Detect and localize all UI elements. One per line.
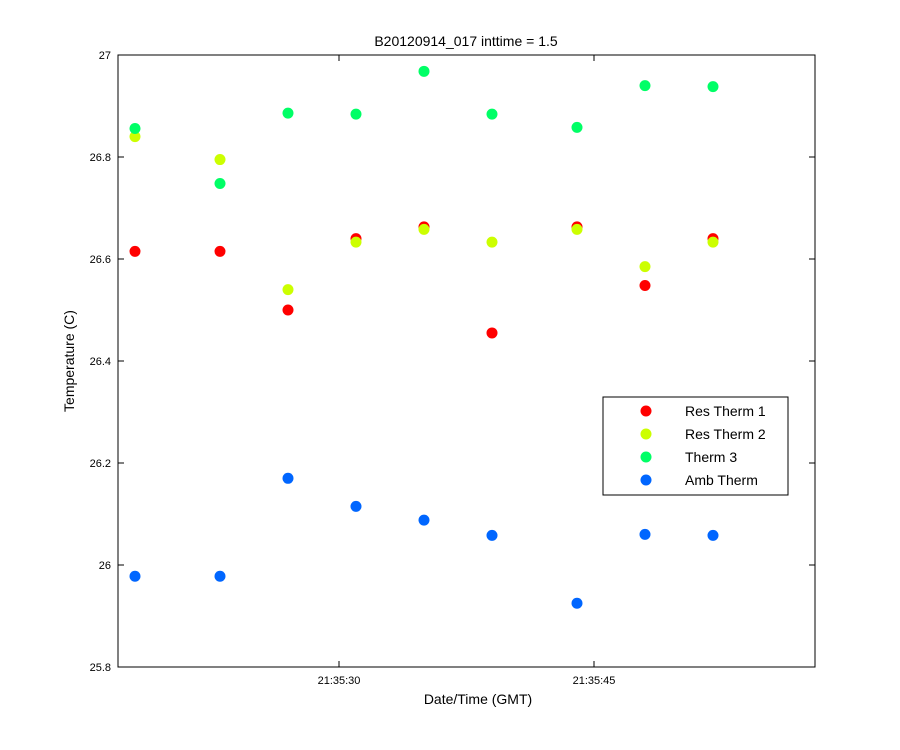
point-res-therm-1 xyxy=(129,245,141,257)
point-res-therm-1 xyxy=(639,280,651,292)
legend-marker-res-therm-2 xyxy=(640,428,652,440)
y-tick-label: 27 xyxy=(99,50,111,62)
point-res-therm-1 xyxy=(214,245,226,257)
point-amb-therm xyxy=(214,570,226,582)
point-res-therm-2 xyxy=(214,154,226,166)
point-therm-3 xyxy=(418,65,430,77)
point-res-therm-2 xyxy=(129,131,141,143)
point-amb-therm xyxy=(129,570,141,582)
point-res-therm-2 xyxy=(418,223,430,235)
point-res-therm-1 xyxy=(486,327,498,339)
data-points xyxy=(129,65,719,609)
legend-marker-therm-3 xyxy=(640,451,652,463)
point-amb-therm xyxy=(639,528,651,540)
y-tick-label: 26.8 xyxy=(90,152,111,164)
point-amb-therm xyxy=(418,514,430,526)
point-res-therm-1 xyxy=(282,304,294,316)
legend-box xyxy=(602,396,789,496)
y-axis-title: Temperature (C) xyxy=(61,310,77,412)
y-tick-label: 26 xyxy=(99,560,111,572)
point-res-therm-2 xyxy=(639,261,651,273)
point-res-therm-2 xyxy=(707,236,719,248)
legend: Res Therm 1 Res Therm 2 Therm 3 Amb Therm xyxy=(602,396,789,496)
point-res-therm-2 xyxy=(486,236,498,248)
point-therm-3 xyxy=(350,108,362,120)
x-tick-label: 21:35:30 xyxy=(318,675,361,687)
point-therm-3 xyxy=(282,107,294,119)
point-res-therm-2 xyxy=(571,223,583,235)
legend-label-res-therm-1: Res Therm 1 xyxy=(685,403,766,419)
point-therm-3 xyxy=(486,108,498,120)
point-therm-3 xyxy=(214,178,226,190)
y-tick-label: 26.2 xyxy=(90,458,111,470)
point-therm-3 xyxy=(639,80,651,92)
legend-label-therm-3: Therm 3 xyxy=(685,449,737,465)
y-tick-label: 26.4 xyxy=(90,356,111,368)
y-axis-ticks: 25.8 26 26.2 26.4 26.6 26.8 27 xyxy=(90,50,815,674)
point-res-therm-2 xyxy=(282,284,294,296)
legend-marker-amb-therm xyxy=(640,474,652,486)
y-tick-label: 25.8 xyxy=(90,662,111,674)
x-tick-label: 21:35:45 xyxy=(573,675,616,687)
point-amb-therm xyxy=(486,529,498,541)
point-amb-therm xyxy=(571,597,583,609)
y-tick-label: 26.6 xyxy=(90,254,111,266)
x-axis-title: Date/Time (GMT) xyxy=(424,691,532,707)
legend-label-res-therm-2: Res Therm 2 xyxy=(685,426,766,442)
point-res-therm-2 xyxy=(350,236,362,248)
legend-label-amb-therm: Amb Therm xyxy=(685,472,758,488)
point-amb-therm xyxy=(707,529,719,541)
plot-area xyxy=(117,54,816,668)
chart-title: B20120914_017 inttime = 1.5 xyxy=(374,33,558,49)
point-amb-therm xyxy=(350,500,362,512)
point-therm-3 xyxy=(571,121,583,133)
point-therm-3 xyxy=(129,122,141,134)
point-amb-therm xyxy=(282,472,294,484)
legend-marker-res-therm-1 xyxy=(640,405,652,417)
point-therm-3 xyxy=(707,81,719,93)
x-axis-ticks: 21:35:30 21:35:45 xyxy=(318,55,616,687)
